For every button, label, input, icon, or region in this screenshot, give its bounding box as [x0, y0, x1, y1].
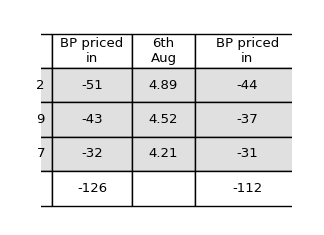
Bar	[29, 68, 52, 102]
Bar	[52, 34, 132, 68]
Text: BP priced
in: BP priced in	[60, 37, 123, 65]
Bar	[132, 34, 195, 68]
Bar	[195, 68, 299, 102]
Text: -32: -32	[81, 147, 103, 161]
Bar	[29, 102, 52, 137]
Bar	[52, 137, 132, 171]
Text: -112: -112	[232, 182, 262, 195]
Text: 9: 9	[37, 113, 45, 126]
Text: -44: -44	[237, 79, 258, 92]
Bar	[29, 137, 52, 171]
Text: -51: -51	[81, 79, 103, 92]
Bar	[52, 171, 132, 206]
Text: 4.89: 4.89	[149, 79, 178, 92]
Bar	[132, 137, 195, 171]
Text: 2: 2	[36, 79, 45, 92]
Bar	[52, 102, 132, 137]
Text: -37: -37	[236, 113, 258, 126]
Text: 7: 7	[36, 147, 45, 161]
Bar	[195, 102, 299, 137]
Text: 4.21: 4.21	[149, 147, 178, 161]
Text: -126: -126	[77, 182, 107, 195]
Bar	[132, 171, 195, 206]
Text: 6th
Aug: 6th Aug	[150, 37, 177, 65]
Bar	[132, 102, 195, 137]
Bar	[52, 68, 132, 102]
Bar	[195, 137, 299, 171]
Text: BP priced
in: BP priced in	[215, 37, 279, 65]
Bar	[132, 68, 195, 102]
Bar	[29, 171, 52, 206]
Text: -43: -43	[81, 113, 103, 126]
Bar	[195, 34, 299, 68]
Text: -31: -31	[236, 147, 258, 161]
Bar	[195, 171, 299, 206]
Text: 4.52: 4.52	[149, 113, 178, 126]
Bar	[29, 34, 52, 68]
